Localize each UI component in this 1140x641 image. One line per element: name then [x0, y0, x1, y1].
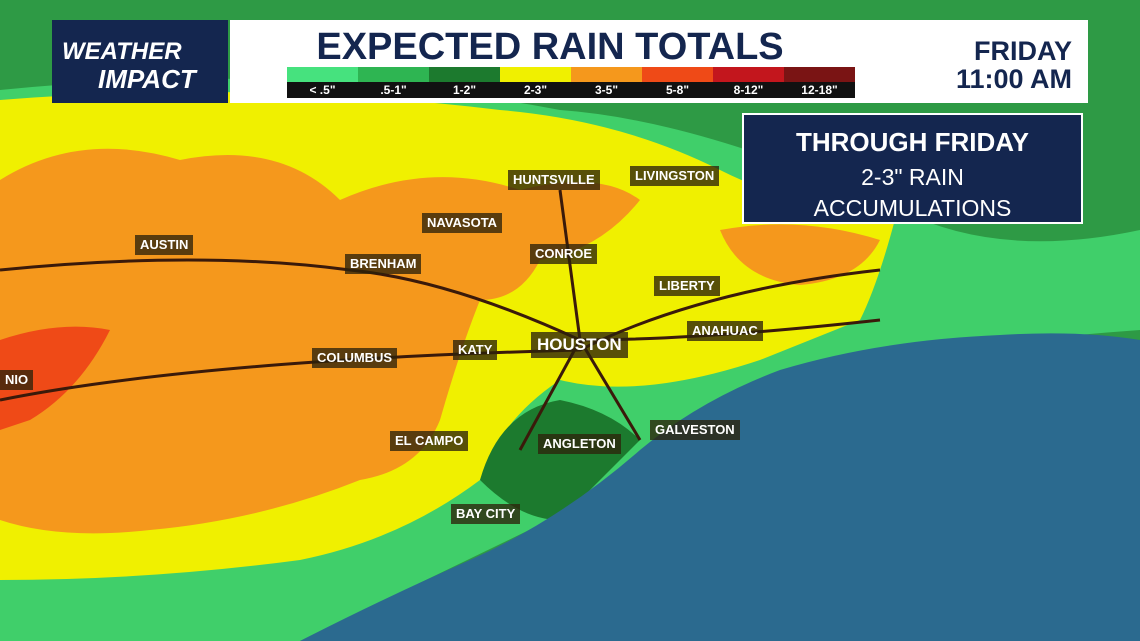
- legend-label: < .5": [287, 82, 358, 98]
- legend-label: 3-5": [571, 82, 642, 98]
- city-label: LIBERTY: [654, 276, 720, 296]
- ocean: [300, 333, 1140, 641]
- legend-item: < .5": [287, 67, 358, 98]
- legend-item: 8-12": [713, 67, 784, 98]
- info-line: 2-3" RAIN: [861, 164, 964, 190]
- info-line: ACCUMULATIONS: [813, 195, 1012, 221]
- city-label: GALVESTON: [650, 420, 740, 440]
- legend-item: 12-18": [784, 67, 855, 98]
- city-label: NAVASOTA: [422, 213, 503, 233]
- info-line: THROUGH FRIDAY: [795, 127, 1030, 157]
- city-label: NIO: [0, 370, 34, 390]
- info-box: THROUGH FRIDAY 2-3" RAIN ACCUMULATIONS: [742, 113, 1083, 224]
- legend-item: 1-2": [429, 67, 500, 98]
- city-label: CONROE: [530, 244, 598, 264]
- legend-swatch: [642, 67, 713, 82]
- legend-label: 2-3": [500, 82, 571, 98]
- city-label: LIVINGSTON: [630, 166, 720, 186]
- road: [0, 268, 881, 402]
- city-label: ANGLETON: [538, 434, 621, 454]
- title: EXPECTED RAIN TOTALS: [316, 26, 784, 68]
- orange-zone-east: [720, 224, 880, 285]
- legend-swatch: [571, 67, 642, 82]
- time: 11:00 AM: [955, 64, 1072, 94]
- legend-swatch: [713, 67, 784, 82]
- legend-swatch: [429, 67, 500, 82]
- legend-label: 8-12": [713, 82, 784, 98]
- legend-item: 5-8": [642, 67, 713, 98]
- city-label: BRENHAM: [345, 254, 422, 274]
- legend-label: 5-8": [642, 82, 713, 98]
- legend-label: 12-18": [784, 82, 855, 98]
- legend-label: 1-2": [429, 82, 500, 98]
- legend-item: 2-3": [500, 67, 571, 98]
- legend-swatch: [784, 67, 855, 82]
- legend-swatch: [358, 67, 429, 82]
- legend-swatch: [500, 67, 571, 82]
- legend-item: 3-5": [571, 67, 642, 98]
- day: FRIDAY: [973, 36, 1072, 66]
- red-zone: [0, 326, 110, 430]
- city-label: EL CAMPO: [390, 431, 469, 451]
- logo-line: WEATHER: [62, 38, 182, 65]
- header: EXPECTED RAIN TOTALS < .5" .5-1" 1-2" 2-3" 3…: [230, 20, 1088, 103]
- city-label: KATY: [453, 340, 498, 360]
- legend-item: .5-1": [358, 67, 429, 98]
- legend: < .5" .5-1" 1-2" 2-3" 3-5" 5-8" 8-12" 12-18": [287, 67, 855, 98]
- logo: WEATHER IMPACT: [52, 20, 228, 103]
- legend-swatch: [287, 67, 358, 82]
- logo-line: IMPACT: [98, 64, 196, 94]
- legend-label: .5-1": [358, 82, 429, 98]
- city-label: ANAHUAC: [687, 321, 763, 341]
- city-label: HOUSTON: [531, 332, 628, 358]
- city-label: COLUMBUS: [312, 348, 398, 368]
- dark-green-zone: [480, 400, 640, 520]
- city-label: HUNTSVILLE: [508, 170, 600, 190]
- city-label: AUSTIN: [135, 235, 194, 255]
- city-label: BAY CITY: [451, 504, 521, 524]
